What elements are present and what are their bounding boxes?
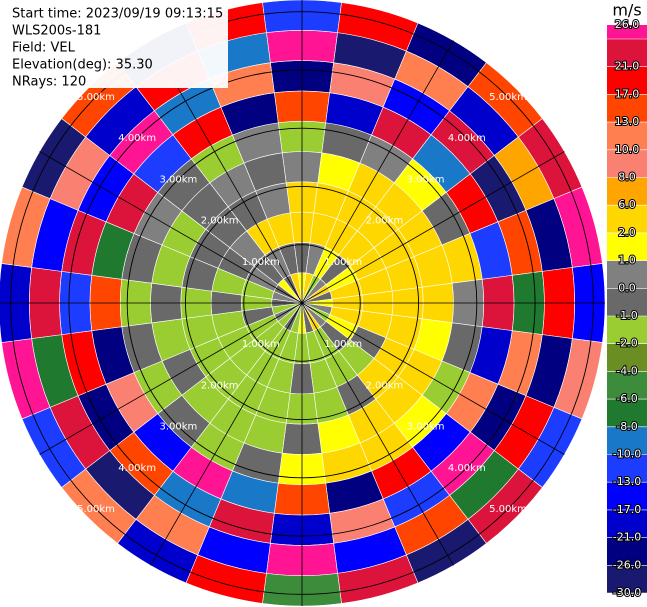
- colorbar-band: [607, 205, 647, 233]
- range-label: 3.00km: [159, 422, 197, 433]
- header-line: Start time: 2023/09/19 09:13:15: [12, 7, 223, 22]
- spoke: [39, 302, 303, 455]
- range-ring: [243, 244, 361, 362]
- colorbar-band: [607, 177, 647, 206]
- colorbar-label: 13.0: [615, 115, 640, 128]
- colorbar-unit: m/s: [612, 1, 641, 20]
- range-label: 1.00km: [242, 257, 280, 268]
- spoke: [39, 151, 303, 304]
- range-label: 2.00km: [365, 380, 403, 391]
- colorbar-label: -13.0: [613, 475, 641, 488]
- colorbar-label: 8.0: [618, 171, 636, 184]
- range-label: 5.00km: [77, 504, 115, 515]
- colorbar-label: 1.0: [618, 254, 636, 267]
- range-label: 3.00km: [159, 174, 197, 185]
- range-label: 1.00km: [242, 339, 280, 350]
- colorbar-band: [607, 66, 647, 95]
- colorbar-label: 17.0: [615, 87, 640, 100]
- header: Start time: 2023/09/19 09:13:15 WLS200s-1…: [0, 2, 228, 90]
- colorbar-band: [607, 454, 647, 483]
- header-line: Field: VEL: [12, 41, 76, 56]
- colorbar-label: -8.0: [616, 420, 637, 433]
- colorbar-label: -21.0: [613, 531, 641, 544]
- range-label: 5.00km: [489, 504, 527, 515]
- range-label: 4.00km: [448, 463, 486, 474]
- spoke: [301, 302, 454, 566]
- range-label: 3.00km: [407, 174, 445, 185]
- header-line: Elevation(deg): 35.30: [12, 58, 153, 73]
- colorbar-label: 0.0: [618, 281, 636, 294]
- colorbar-label: 10.0: [615, 143, 640, 156]
- colorbar-label: -1.0: [616, 309, 637, 322]
- colorbar-label: -2.0: [616, 337, 637, 350]
- spoke: [301, 302, 565, 455]
- ppi-cells: [0, 0, 606, 607]
- range-label: 5.00km: [489, 92, 527, 103]
- header-line: WLS200s-181: [12, 24, 101, 39]
- range-label: 2.00km: [201, 380, 239, 391]
- header-bg: [0, 2, 228, 88]
- polar-grid: 1.00km 1.00km 1.00km 1.00km 2.00km 2.00km 2.00…: [0, 0, 605, 606]
- colorbar-band: [607, 343, 647, 372]
- range-label: 4.00km: [118, 133, 156, 144]
- spoke: [150, 302, 303, 566]
- colorbar-band: [607, 482, 647, 510]
- colorbar-band: [607, 149, 647, 178]
- colorbar-band: [607, 260, 647, 289]
- range-ring: [126, 127, 478, 479]
- colorbar: -30.0 -26.0 -21.0 -17.0 -13.0 -10.0 -8.0 -6.0 -4…: [607, 1, 647, 600]
- colorbar-band: [607, 565, 647, 593]
- colorbar-label: -30.0: [613, 586, 641, 599]
- range-label: 4.00km: [448, 133, 486, 144]
- colorbar-band: [607, 288, 647, 316]
- range-label: 1.00km: [324, 339, 362, 350]
- colorbar-band: [607, 94, 647, 123]
- range-ring: [68, 69, 536, 537]
- range-ring: [10, 11, 594, 595]
- range-label: 2.00km: [365, 216, 403, 227]
- colorbar-label: -26.0: [613, 558, 641, 571]
- colorbar-label: 21.0: [615, 60, 640, 73]
- colorbar-label: -17.0: [613, 503, 641, 516]
- colorbar-band: [607, 426, 647, 455]
- colorbar-band: [607, 232, 647, 261]
- range-label: 4.00km: [118, 463, 156, 474]
- colorbar-band: [607, 509, 647, 538]
- spoke: [301, 151, 565, 304]
- colorbar-label: 26.0: [615, 18, 640, 31]
- colorbar-band: [607, 25, 647, 39]
- colorbar-band: [607, 371, 647, 400]
- header-line: NRays: 120: [12, 75, 86, 90]
- spoke: [301, 40, 454, 304]
- colorbar-label: -10.0: [613, 448, 641, 461]
- range-label: 2.00km: [201, 216, 239, 227]
- colorbar-label: -6.0: [616, 392, 637, 405]
- colorbar-band: [607, 39, 647, 67]
- colorbar-label: 2.0: [618, 226, 636, 239]
- colorbar-band: [607, 316, 647, 344]
- range-label: 3.00km: [407, 422, 445, 433]
- range-ring: [185, 186, 419, 420]
- range-label: 1.00km: [324, 257, 362, 268]
- range-label: 5.00km: [77, 92, 115, 103]
- colorbar-label: -4.0: [616, 364, 637, 377]
- colorbar-band: [607, 122, 647, 150]
- colorbar-band: [607, 537, 647, 566]
- colorbar-band: [607, 399, 647, 427]
- colorbar-label: 6.0: [618, 198, 636, 211]
